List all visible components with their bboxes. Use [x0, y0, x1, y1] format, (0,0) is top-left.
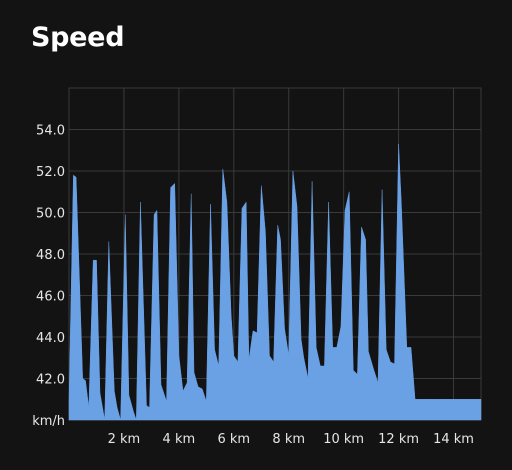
chart-title: Speed: [31, 22, 125, 53]
x-tick-label: 12 km: [378, 432, 419, 447]
x-tick-label: 14 km: [433, 432, 474, 447]
speed-area-series-0: [68, 143, 482, 421]
y-tick-label: 50.0: [36, 207, 65, 222]
x-tick-label: 4 km: [163, 432, 196, 447]
area-series: [68, 143, 482, 421]
y-unit-label: km/h: [32, 414, 65, 429]
x-tick-label: 2 km: [108, 432, 141, 447]
x-tick-label: 6 km: [217, 432, 250, 447]
y-tick-label: 44.0: [36, 331, 65, 346]
axes: 42.0 44.0 46.0 48.0 50.0 52.0 54.0 2 km 4 km 6 km…: [32, 124, 474, 448]
x-tick-label: 8 km: [272, 432, 305, 447]
y-tick-label: 46.0: [36, 290, 65, 305]
y-tick-label: 42.0: [36, 373, 65, 388]
y-tick-label: 52.0: [36, 165, 65, 180]
y-tick-label: 48.0: [36, 248, 65, 263]
y-tick-label: 54.0: [36, 124, 65, 139]
x-tick-label: 10 km: [323, 432, 364, 447]
